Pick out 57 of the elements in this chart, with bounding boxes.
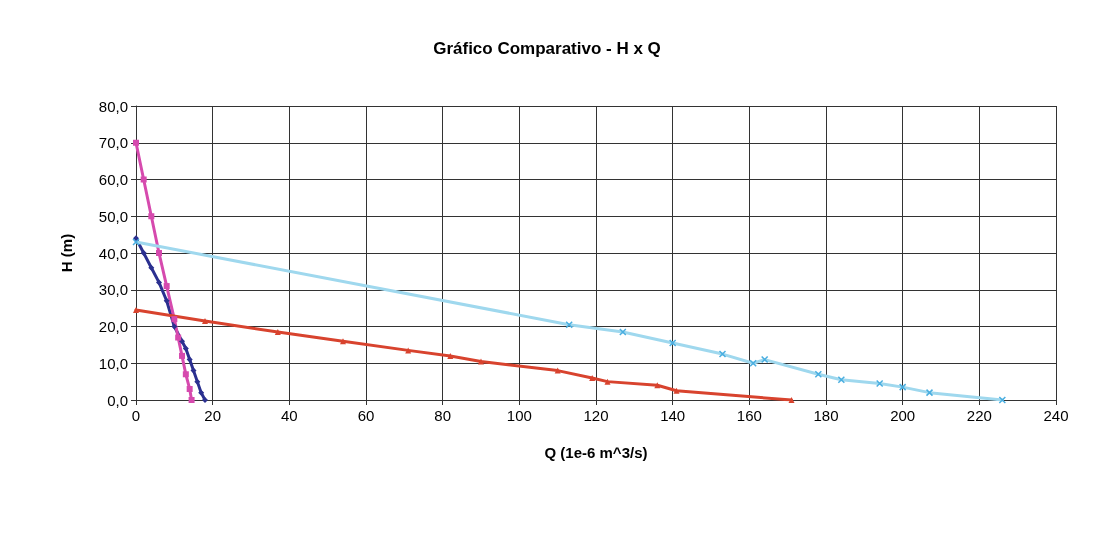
point xyxy=(788,397,795,403)
y-tick-label: 0,0 xyxy=(107,391,128,409)
x-tick-label: 140 xyxy=(660,407,686,424)
y-axis-title: H (m) xyxy=(58,233,75,273)
x-tick-label: 160 xyxy=(736,407,762,424)
point xyxy=(186,356,193,363)
chart-title: Gráfico Comparativo - H x Q xyxy=(433,39,661,58)
y-tick-label: 60,0 xyxy=(98,171,128,188)
y-tick-label: 80,0 xyxy=(98,97,128,115)
point xyxy=(202,397,208,403)
point xyxy=(171,316,178,323)
point xyxy=(274,329,281,336)
point xyxy=(179,352,185,359)
point xyxy=(673,387,680,394)
x-tick-label: 100 xyxy=(506,407,532,424)
point xyxy=(589,374,596,381)
x-tick-label: 80 xyxy=(434,407,452,424)
point xyxy=(188,397,195,403)
point xyxy=(186,385,193,392)
x-tick-label: 220 xyxy=(966,407,992,424)
y-tick-label: 50,0 xyxy=(98,207,128,225)
x-axis-title: Q (1e-6 m^3/s) xyxy=(544,444,648,461)
point xyxy=(163,297,170,304)
point xyxy=(140,250,147,256)
point xyxy=(202,317,208,324)
point xyxy=(133,306,139,313)
point xyxy=(171,323,178,330)
point xyxy=(478,358,484,365)
point xyxy=(156,250,162,256)
x-tick-label: 180 xyxy=(813,407,839,424)
x-tick-label: 120 xyxy=(583,407,609,424)
point xyxy=(340,338,346,345)
x-tick-label: 40 xyxy=(280,407,298,424)
x-tick-label: 60 xyxy=(357,407,375,424)
y-tick-label: 20,0 xyxy=(98,318,128,335)
y-tick-label: 40,0 xyxy=(98,244,128,262)
point xyxy=(554,367,561,374)
y-tick-label: 10,0 xyxy=(98,354,128,372)
point xyxy=(156,279,162,286)
point xyxy=(198,389,205,396)
x-tick-label: 0 xyxy=(131,407,141,424)
point xyxy=(163,283,170,290)
point xyxy=(140,176,147,183)
y-tick-label: 70,0 xyxy=(98,134,128,152)
point xyxy=(604,378,611,385)
x-tick-label: 20 xyxy=(204,407,222,424)
x-tick-label: 240 xyxy=(1043,407,1069,424)
point xyxy=(182,345,189,352)
y-tick-label: 30,0 xyxy=(98,281,128,299)
point xyxy=(175,334,182,341)
point xyxy=(182,371,189,378)
point xyxy=(148,264,155,271)
x-tick-label: 200 xyxy=(890,407,916,424)
point xyxy=(190,367,197,374)
point xyxy=(447,352,454,359)
point xyxy=(148,213,155,220)
point xyxy=(194,378,201,385)
